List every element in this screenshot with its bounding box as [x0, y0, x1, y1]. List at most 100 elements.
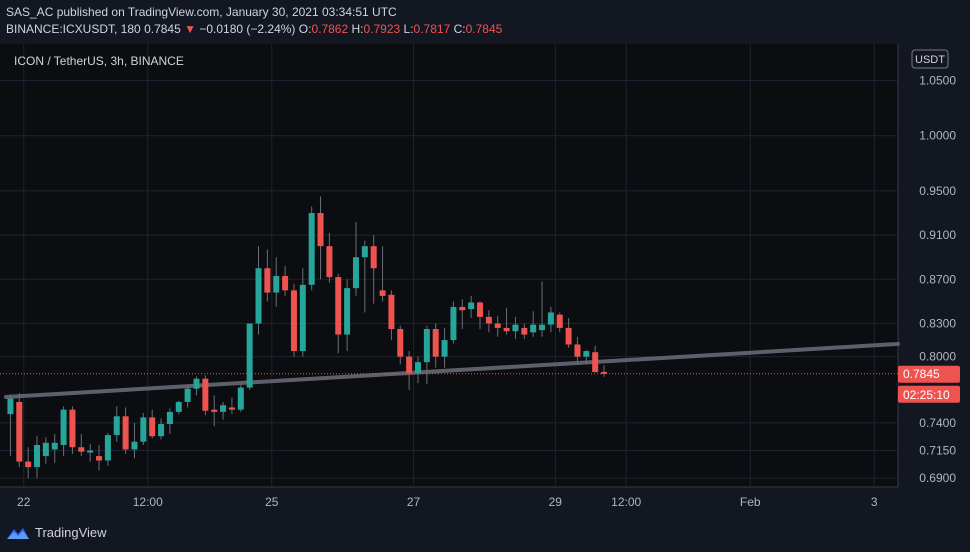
time-tick-label: 29	[549, 495, 563, 509]
candle-bear	[290, 290, 297, 352]
candle-bull	[175, 401, 182, 412]
candle-bear	[485, 316, 492, 324]
candle-bear	[379, 290, 386, 296]
plot-background	[0, 44, 898, 487]
candle-bear	[521, 327, 528, 335]
close-value: 0.7845	[465, 22, 503, 36]
last-price-marker: 0.7845 02:25:10	[0, 365, 960, 403]
candle-bull	[220, 405, 227, 412]
price-chart[interactable]: 1.0500 1.0000 0.9500 0.9100 0.8700 0.8300 0.80…	[0, 44, 970, 516]
change-down-icon: ▼	[184, 22, 196, 36]
low-value: 0.7817	[413, 22, 451, 36]
candle-bull	[441, 340, 448, 357]
candle-bull	[255, 268, 262, 324]
candle-bull	[42, 442, 49, 457]
candle-bull	[344, 288, 351, 335]
currency-badge-label: USDT	[915, 54, 945, 66]
candle-bear	[326, 246, 333, 278]
price-axis-background	[898, 44, 970, 487]
chart-area[interactable]: 1.0500 1.0000 0.9500 0.9100 0.8700 0.8300 0.80…	[0, 44, 970, 516]
candle-bull	[423, 329, 430, 363]
candle-bull	[87, 450, 94, 453]
candle-bear	[149, 417, 156, 437]
candle-bear	[78, 447, 85, 452]
low-label: L:	[403, 22, 414, 36]
candle-bear	[601, 371, 608, 374]
countdown-label: 02:25:10	[903, 388, 950, 402]
trendline	[4, 341, 900, 399]
candle-bear	[25, 461, 32, 468]
high-value: 0.7923	[363, 22, 401, 36]
candle-bear	[317, 213, 324, 247]
candle-bull	[530, 324, 537, 333]
time-axis-background	[0, 487, 970, 516]
candle-bull	[7, 398, 14, 415]
candle-bear	[503, 327, 510, 332]
price-tick-label: 0.9500	[919, 184, 956, 198]
candle-bull	[60, 409, 67, 446]
chart-header: SAS_AC published on TradingView.com, Jan…	[0, 0, 970, 44]
time-tick-label: 12:00	[611, 495, 641, 509]
candle-bear	[592, 352, 599, 373]
tradingview-logo-text: TradingView	[35, 525, 107, 540]
price-tick-label: 0.6900	[919, 471, 956, 485]
time-tick-label: 3	[871, 495, 878, 509]
change-value: −0.0180 (−2.24%)	[199, 22, 296, 36]
last-value: 0.7845	[144, 22, 181, 36]
candle-bear	[397, 329, 404, 357]
candle-bull	[34, 445, 41, 468]
candle-bull	[246, 323, 253, 388]
publish-info: SAS_AC published on TradingView.com, Jan…	[6, 5, 397, 19]
price-tick-label: 0.8300	[919, 316, 956, 330]
candle-bull	[547, 312, 554, 325]
currency-badge[interactable]: USDT	[911, 49, 949, 69]
price-tick-label: 0.8700	[919, 272, 956, 286]
candle-bear	[574, 344, 581, 357]
time-tick-label: 12:00	[133, 495, 163, 509]
trendline-group[interactable]	[4, 341, 900, 399]
price-tick-label: 0.9100	[919, 228, 956, 242]
candle-bear	[264, 268, 271, 293]
chart-title: ICON / TetherUS, 3h, BINANCE	[14, 54, 184, 68]
candle-bull	[140, 417, 147, 442]
time-tick-label: 27	[407, 495, 421, 509]
last-price-box	[898, 365, 960, 383]
ohlc-line: BINANCE:ICXUSDT, 180 0.7845 ▼ −0.0180 (−…	[6, 22, 502, 36]
candle-bear	[406, 356, 413, 374]
last-price-label: 0.7845	[903, 367, 940, 381]
candle-bear	[16, 401, 23, 462]
grid-lines	[0, 44, 898, 487]
candle-bull	[361, 246, 368, 258]
price-tick-label: 1.0000	[919, 129, 956, 143]
candle-bear	[335, 277, 342, 335]
candle-bear	[556, 314, 563, 328]
symbol-label: BINANCE:ICXUSDT, 180	[6, 22, 141, 36]
candle-bear	[388, 294, 395, 330]
candle-bear	[202, 378, 209, 411]
candle-bull	[158, 424, 165, 437]
close-label: C:	[453, 22, 466, 36]
candle-bull	[193, 378, 200, 389]
candle-bull	[184, 388, 191, 402]
time-tick-label: 22	[17, 495, 31, 509]
time-tick-labels: 22 12:00 25 27 29 12:00 Feb 3	[17, 495, 878, 509]
candle-bull	[414, 362, 421, 374]
candles-group	[7, 196, 608, 479]
time-tick-label: 25	[265, 495, 279, 509]
footer: TradingView	[0, 516, 970, 552]
candle-bull	[299, 284, 306, 352]
candle-bear	[228, 407, 235, 410]
price-tick-labels: 1.0500 1.0000 0.9500 0.9100 0.8700 0.8300 0.80…	[919, 73, 956, 485]
candle-bear	[69, 409, 76, 448]
high-label: H:	[351, 22, 364, 36]
time-tick-label: Feb	[740, 495, 761, 509]
price-tick-label: 0.7400	[919, 416, 956, 430]
candle-bull	[104, 435, 111, 461]
candle-bull	[166, 411, 173, 425]
candle-bull	[308, 213, 315, 285]
open-value: 0.7862	[311, 22, 349, 36]
countdown-box	[898, 385, 960, 403]
candle-bull	[512, 324, 519, 332]
candle-bull	[352, 257, 359, 289]
tradingview-logo[interactable]: TradingView	[6, 525, 107, 540]
